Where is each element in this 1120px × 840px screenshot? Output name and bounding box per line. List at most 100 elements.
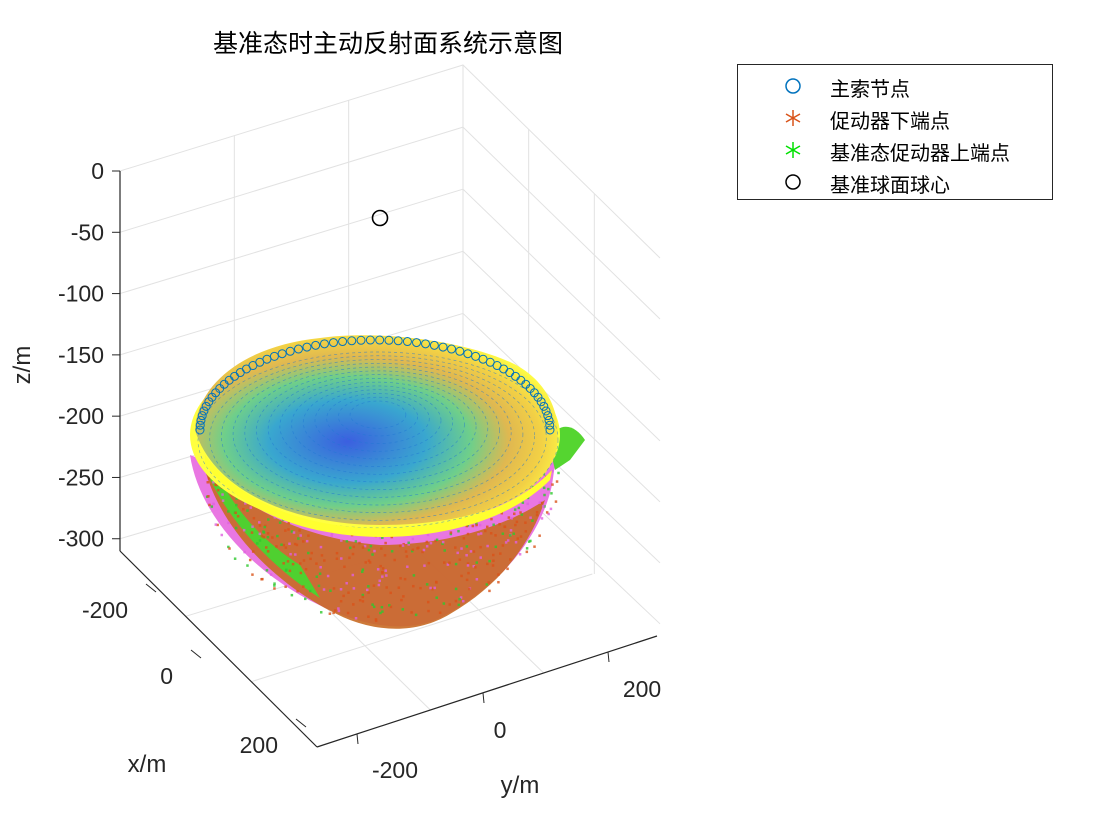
body-marker — [525, 550, 529, 554]
body-marker — [489, 532, 493, 535]
legend-item-actuator-upper: 基准态促动器上端点 — [738, 133, 1052, 165]
body-marker — [426, 533, 430, 537]
body-marker — [475, 522, 478, 525]
body-marker — [519, 535, 523, 538]
rim-node-marker — [421, 339, 431, 349]
dish-ring — [302, 385, 454, 460]
rim-node-marker — [543, 411, 553, 421]
body-marker — [264, 546, 268, 549]
x-axis-label: x/m — [128, 751, 167, 778]
body-marker — [401, 544, 405, 547]
body-marker — [460, 547, 463, 550]
dish-ring — [349, 400, 407, 429]
body-marker — [494, 534, 497, 537]
body-marker — [466, 562, 470, 565]
body-marker — [249, 506, 253, 509]
body-marker — [291, 562, 295, 566]
dish-ring — [221, 359, 535, 514]
body-marker — [248, 558, 252, 562]
body-marker — [319, 545, 323, 549]
body-marker — [377, 583, 381, 587]
body-marker — [216, 523, 219, 527]
body-marker — [339, 588, 343, 591]
body-marker — [345, 540, 349, 543]
y-tick — [607, 651, 610, 663]
body-marker — [361, 546, 365, 549]
body-marker — [407, 543, 410, 546]
body-marker — [429, 541, 433, 545]
sphere-center-marker — [371, 209, 389, 227]
legend-item-main-nodes: 主索节点 — [738, 69, 1052, 101]
body-marker — [472, 550, 476, 553]
rim-node-marker — [544, 415, 554, 425]
rim-node-marker — [412, 338, 422, 348]
body-marker — [449, 531, 453, 534]
body-marker — [486, 562, 489, 566]
rim-node-marker — [463, 349, 473, 359]
dish-ring — [209, 355, 547, 521]
rim-node-marker — [541, 406, 551, 416]
body-marker — [490, 517, 493, 521]
body-marker — [297, 537, 300, 540]
body-marker — [285, 568, 288, 572]
body-marker — [352, 545, 356, 549]
body-marker — [433, 586, 436, 590]
body-marker — [513, 508, 517, 511]
body-marker — [538, 534, 541, 537]
body-marker — [262, 536, 265, 539]
body-marker — [518, 553, 522, 556]
body-marker — [243, 550, 246, 554]
z-tick-label: -250 — [58, 464, 104, 490]
body-marker — [512, 532, 516, 535]
body-marker — [507, 516, 511, 519]
body-marker — [319, 566, 322, 569]
rim-node-marker — [328, 338, 338, 348]
rim-node-marker — [375, 335, 385, 345]
rim-node-marker — [285, 346, 295, 356]
body-marker — [427, 561, 431, 565]
dish-ring — [279, 378, 477, 475]
body-marker — [383, 554, 387, 557]
body-marker — [446, 563, 450, 566]
body-marker — [345, 581, 348, 585]
body-marker — [381, 571, 384, 574]
body-marker — [381, 536, 384, 539]
body-marker — [368, 561, 372, 564]
body-marker — [434, 539, 437, 543]
body-marker — [214, 483, 217, 486]
body-marker — [419, 586, 422, 590]
rim-node-marker — [277, 349, 287, 359]
body-marker — [295, 543, 299, 547]
body-marker — [474, 566, 477, 569]
grid-line — [119, 64, 661, 259]
legend: 主索节点 促动器下端点 基准态促动器上端点 基准球面球心 — [737, 64, 1053, 200]
body-marker — [454, 587, 458, 591]
body-marker — [263, 525, 266, 529]
z-tick-label: -150 — [58, 342, 104, 368]
body-marker — [287, 528, 290, 531]
body-marker — [479, 532, 483, 535]
body-marker — [352, 603, 355, 606]
body-marker — [441, 542, 444, 546]
body-marker — [246, 564, 249, 567]
body-marker — [307, 551, 310, 555]
body-marker — [500, 511, 504, 515]
legend-label: 基准态促动器上端点 — [830, 141, 1010, 165]
rim-node-marker — [533, 392, 543, 402]
body-marker — [371, 603, 374, 606]
body-marker — [454, 546, 457, 549]
body-marker — [358, 541, 361, 545]
body-marker — [367, 559, 371, 562]
body-marker — [509, 558, 512, 561]
rim-node-marker — [262, 354, 272, 364]
body-marker — [503, 525, 507, 529]
body-marker — [412, 574, 416, 577]
body-marker — [535, 510, 539, 514]
body-marker — [228, 547, 231, 550]
body-marker — [540, 501, 543, 505]
body-marker — [549, 507, 553, 511]
body-marker — [210, 505, 214, 508]
body-marker — [258, 532, 262, 536]
body-marker — [550, 470, 554, 473]
